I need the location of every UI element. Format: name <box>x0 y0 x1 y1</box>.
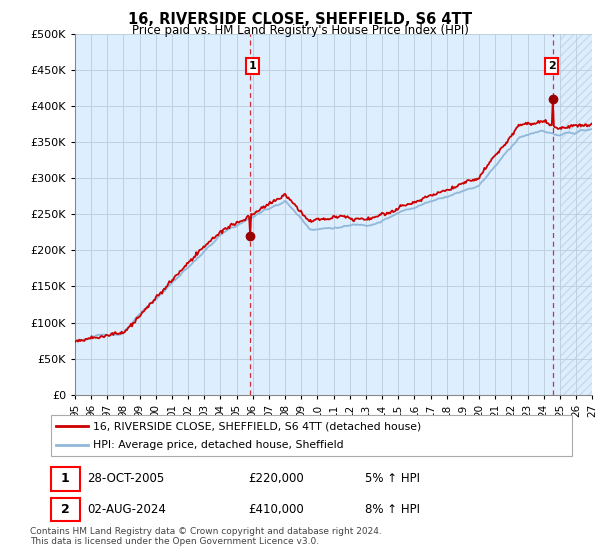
Text: 16, RIVERSIDE CLOSE, SHEFFIELD, S6 4TT (detached house): 16, RIVERSIDE CLOSE, SHEFFIELD, S6 4TT (… <box>93 421 421 431</box>
Text: Contains HM Land Registry data © Crown copyright and database right 2024.
This d: Contains HM Land Registry data © Crown c… <box>30 526 382 546</box>
Text: £410,000: £410,000 <box>248 503 304 516</box>
Bar <box>50 498 80 521</box>
Bar <box>560 34 592 395</box>
Text: 8% ↑ HPI: 8% ↑ HPI <box>365 503 420 516</box>
Text: 1: 1 <box>61 472 70 486</box>
Bar <box>50 467 80 491</box>
Text: 5% ↑ HPI: 5% ↑ HPI <box>365 472 420 486</box>
Text: 2: 2 <box>61 503 70 516</box>
Text: HPI: Average price, detached house, Sheffield: HPI: Average price, detached house, Shef… <box>93 440 344 450</box>
Text: 1: 1 <box>249 61 257 71</box>
Text: 28-OCT-2005: 28-OCT-2005 <box>88 472 165 486</box>
Text: 2: 2 <box>548 61 556 71</box>
Text: Price paid vs. HM Land Registry's House Price Index (HPI): Price paid vs. HM Land Registry's House … <box>131 24 469 36</box>
Text: £220,000: £220,000 <box>248 472 304 486</box>
FancyBboxPatch shape <box>50 416 572 456</box>
Text: 16, RIVERSIDE CLOSE, SHEFFIELD, S6 4TT: 16, RIVERSIDE CLOSE, SHEFFIELD, S6 4TT <box>128 12 472 27</box>
Text: 02-AUG-2024: 02-AUG-2024 <box>88 503 166 516</box>
